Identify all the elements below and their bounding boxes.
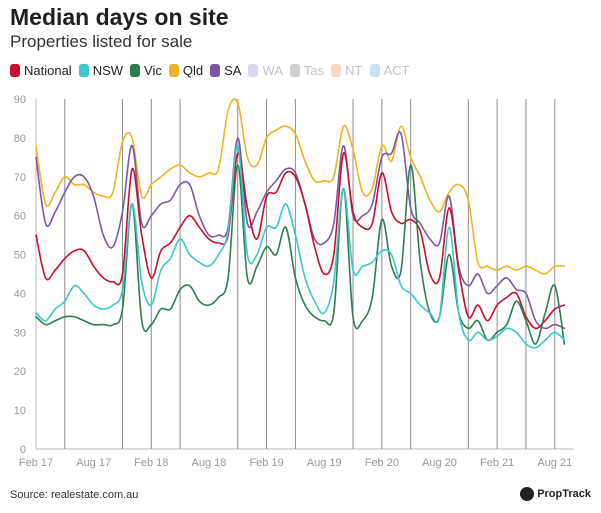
legend-item-vic[interactable]: Vic	[130, 63, 162, 78]
y-tick-label: 70	[14, 172, 26, 184]
legend-item-act[interactable]: ACT	[369, 63, 410, 78]
y-tick-label: 0	[20, 444, 26, 456]
series-line-sa	[35, 131, 566, 330]
legend-label: ACT	[383, 63, 410, 78]
x-tick-label: Aug 19	[307, 457, 342, 469]
legend-swatch	[10, 64, 20, 77]
x-tick-label: Feb 20	[365, 457, 399, 469]
y-tick-label: 30	[14, 327, 26, 339]
legend-item-nt[interactable]: NT	[331, 63, 363, 78]
y-tick-label: 90	[14, 94, 26, 106]
legend-label: National	[24, 63, 72, 78]
y-tick-label: 20	[14, 366, 26, 378]
line-chart: 0 10 20 30 40 50 60 70 80 90 Feb 17 Aug 17 Feb 18 Aug…	[14, 94, 574, 469]
legend-item-national[interactable]: National	[10, 63, 72, 78]
x-tick-label: Aug 18	[191, 457, 226, 469]
y-tick-label: 10	[14, 405, 26, 417]
legend-swatch	[168, 64, 179, 77]
source-note: Source: realestate.com.au	[10, 489, 139, 501]
legend-item-tas[interactable]: Tas	[289, 63, 325, 78]
chart-subtitle: Properties listed for sale	[10, 32, 193, 51]
x-tick-label: Feb 21	[480, 457, 514, 469]
legend-label: NT	[345, 63, 363, 78]
series-line-national	[35, 152, 566, 330]
y-tick-label: 60	[14, 211, 26, 223]
series-line-qld	[35, 98, 566, 275]
chart-title: Median days on site	[10, 4, 229, 30]
y-tick-label: 80	[14, 133, 26, 145]
legend-label: WA	[262, 63, 283, 78]
legend-swatch	[248, 64, 259, 77]
legend-label: Qld	[182, 63, 204, 78]
legend-label: NSW	[92, 63, 124, 78]
x-tick-label: Feb 17	[19, 457, 53, 469]
legend-swatch	[130, 64, 141, 77]
logo-icon	[520, 487, 535, 501]
series-line-nsw	[35, 144, 566, 349]
x-tick-label: Aug 21	[537, 457, 572, 469]
legend-swatch	[289, 64, 300, 77]
y-tick-label: 40	[14, 288, 26, 300]
proptrack-logo: PropTrack	[520, 487, 591, 501]
legend-swatch	[331, 64, 342, 77]
legend-item-nsw[interactable]: NSW	[78, 63, 124, 78]
legend-swatch	[78, 64, 89, 77]
legend-swatch	[210, 64, 221, 77]
y-tick-label: 50	[14, 250, 26, 262]
legend-swatch	[369, 64, 380, 77]
legend-item-qld[interactable]: Qld	[168, 63, 204, 78]
legend-label: Vic	[144, 63, 162, 78]
x-tick-label: Aug 20	[422, 457, 457, 469]
legend-label: Tas	[303, 63, 325, 78]
legend-label: SA	[224, 63, 242, 78]
x-tick-label: Feb 19	[249, 457, 283, 469]
x-tick-label: Feb 18	[134, 457, 168, 469]
x-tick-label: Aug 17	[76, 457, 111, 469]
legend: National NSW Vic Qld SA WA Tas NT ACT	[10, 63, 417, 78]
legend-item-wa[interactable]: WA	[248, 63, 283, 78]
logo-text: PropTrack	[537, 488, 591, 500]
legend-item-sa[interactable]: SA	[210, 63, 241, 78]
